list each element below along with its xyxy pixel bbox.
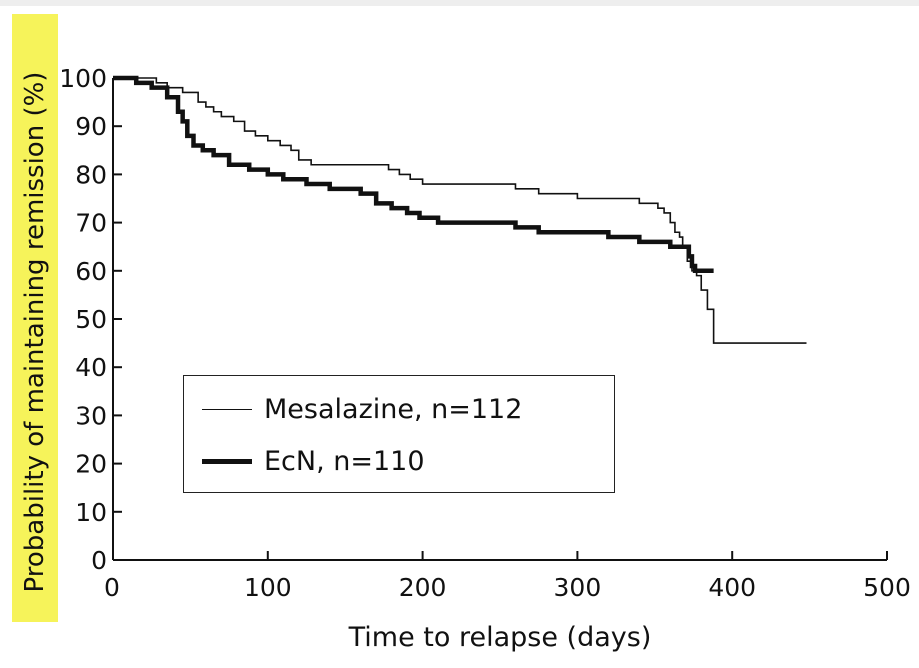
y-tick-label: 30 bbox=[75, 401, 107, 430]
x-tick-label: 300 bbox=[554, 573, 602, 602]
y-axis-label-highlight: Probability of maintaining remission (%) bbox=[12, 14, 58, 622]
y-tick-label: 50 bbox=[75, 305, 107, 334]
top-band bbox=[0, 0, 919, 6]
x-tick-label: 500 bbox=[863, 573, 911, 602]
y-tick-label: 100 bbox=[59, 64, 107, 93]
legend-label-ecn: EcN, n=110 bbox=[264, 446, 425, 477]
legend-swatch-mesalazine bbox=[202, 408, 252, 411]
legend-item-mesalazine: Mesalazine, n=112 bbox=[202, 394, 522, 425]
y-tick-label: 70 bbox=[75, 209, 107, 238]
legend-swatch-ecn bbox=[202, 459, 252, 464]
x-axis-label: Time to relapse (days) bbox=[348, 622, 652, 653]
series-line-mesalazine bbox=[113, 77, 807, 344]
legend: Mesalazine, n=112 EcN, n=110 bbox=[183, 375, 615, 493]
y-tick-label: 40 bbox=[75, 353, 107, 382]
y-tick-label: 90 bbox=[75, 112, 107, 141]
y-tick-label: 10 bbox=[75, 498, 107, 527]
y-tick-label: 80 bbox=[75, 160, 107, 189]
axes: 0 100 200 300 400 500 0 10 20 30 40 50 60 70 80 90 100 bbox=[59, 64, 911, 602]
x-tick-label: 200 bbox=[399, 573, 447, 602]
series-line-ecn bbox=[113, 75, 714, 274]
x-tick-label: 400 bbox=[708, 573, 756, 602]
series-layer bbox=[113, 75, 807, 344]
y-tick-label: 20 bbox=[75, 450, 107, 479]
x-tick-label: 0 bbox=[104, 573, 120, 602]
x-tick-label: 100 bbox=[244, 573, 292, 602]
legend-item-ecn: EcN, n=110 bbox=[202, 446, 425, 477]
y-tick-label: 60 bbox=[75, 257, 107, 286]
legend-label-mesalazine: Mesalazine, n=112 bbox=[264, 394, 523, 425]
y-tick-label: 0 bbox=[91, 546, 107, 575]
